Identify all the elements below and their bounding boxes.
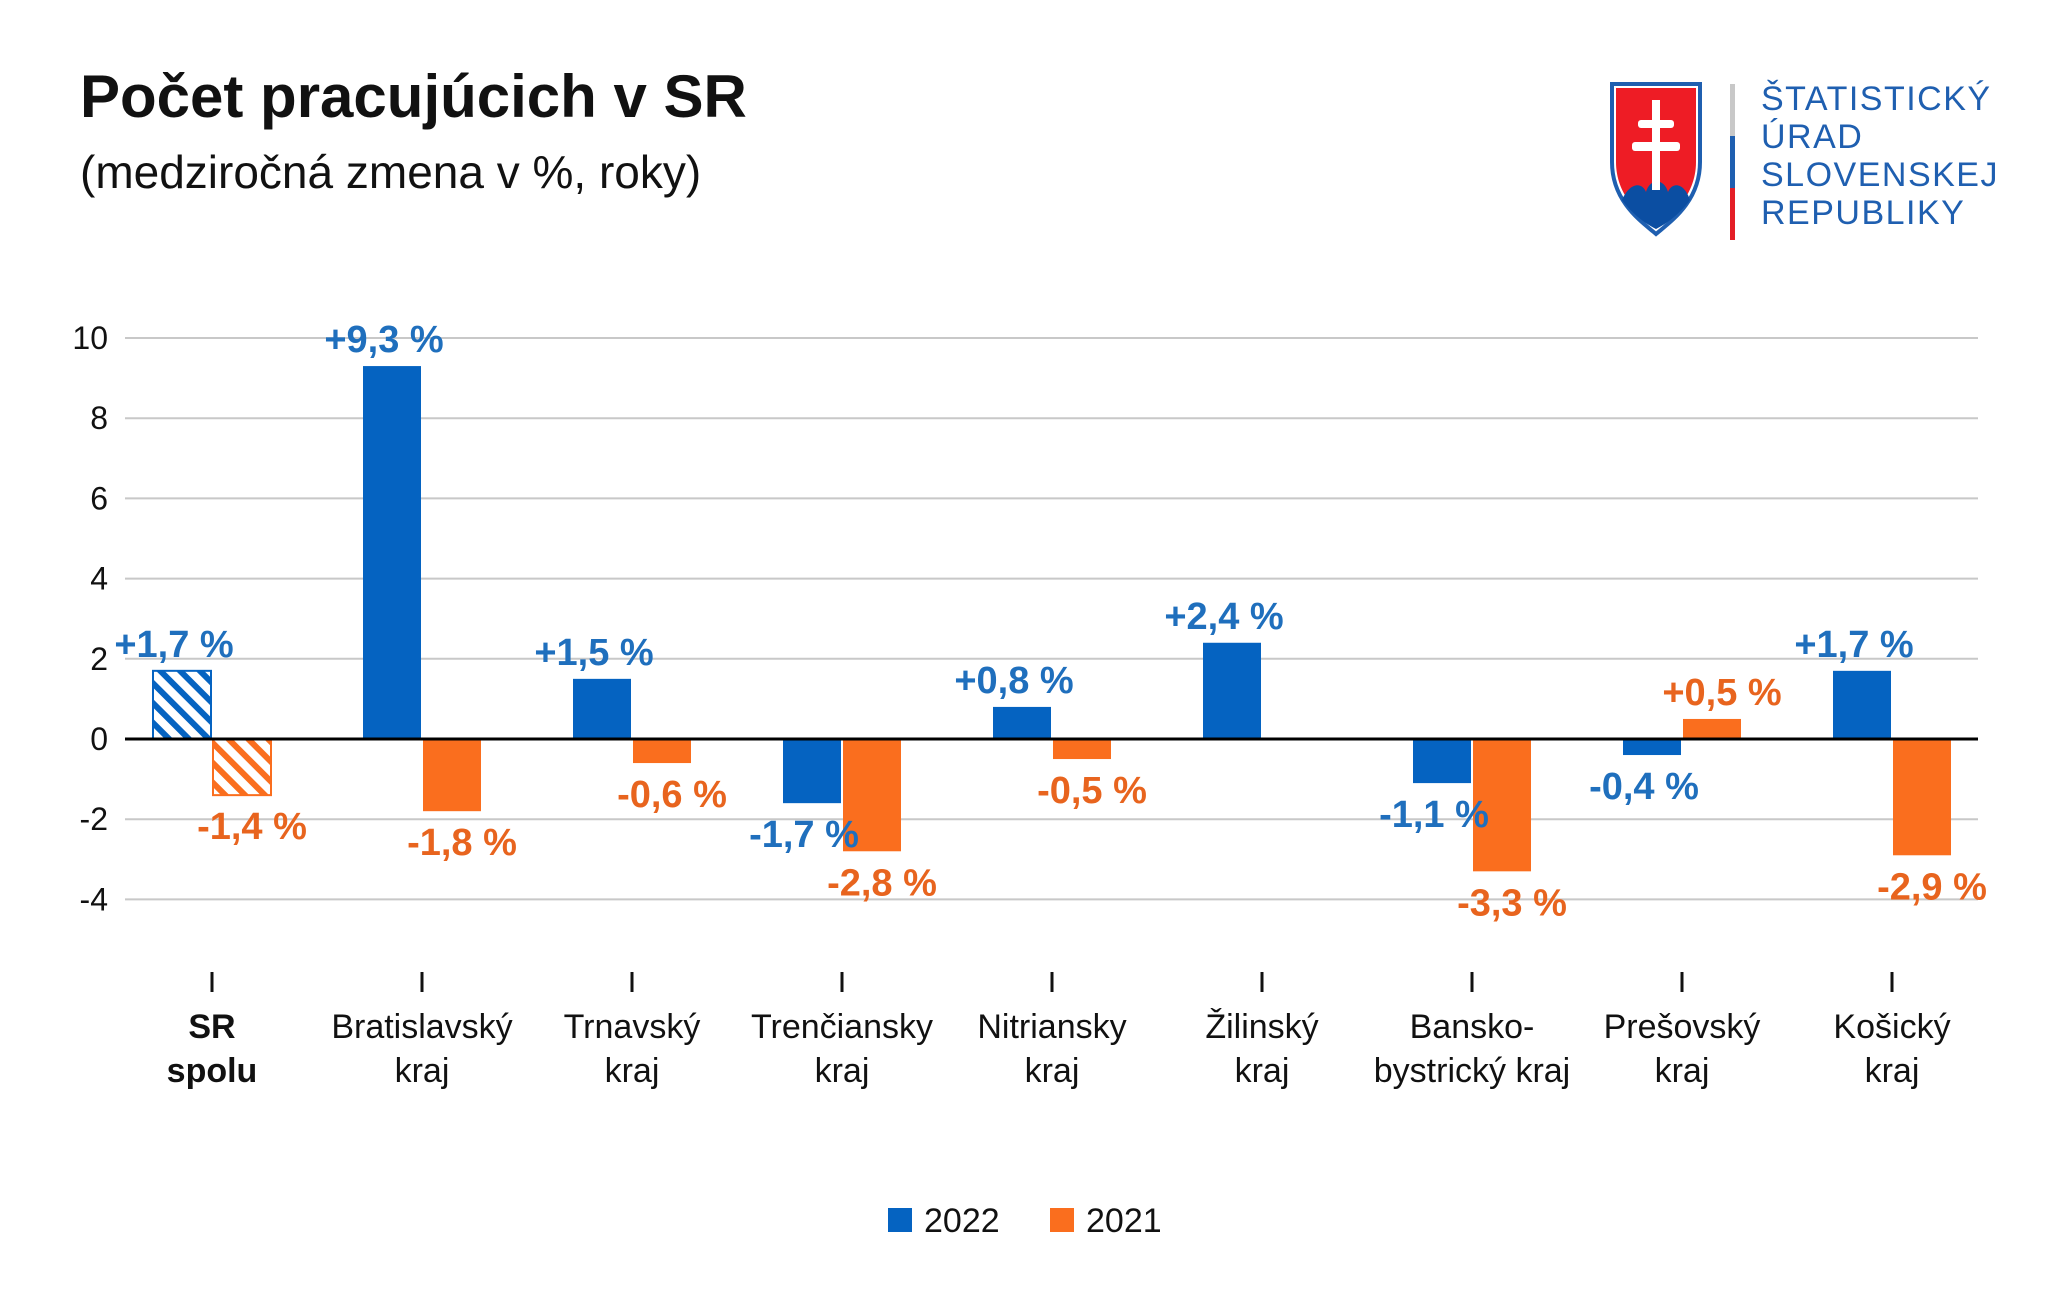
bar-2021: [1683, 718, 1741, 739]
data-label: -1,4 %: [197, 806, 307, 848]
x-category-label: kraj: [605, 1052, 660, 1090]
logo-divider: [1730, 84, 1735, 240]
bar-2022: [1833, 670, 1891, 739]
logo-line: ŠTATISTICKÝ: [1761, 80, 1992, 118]
logo-line: ÚRAD: [1761, 118, 1864, 156]
y-tick-label: 10: [72, 320, 108, 356]
x-category-label: kraj: [1025, 1052, 1080, 1090]
data-label: +1,7 %: [1794, 624, 1913, 666]
data-label: -0,5 %: [1037, 770, 1147, 812]
data-label: +9,3 %: [324, 319, 443, 361]
y-tick-label: 8: [90, 400, 108, 436]
legend-swatch: [888, 1208, 912, 1232]
data-label: +0,8 %: [954, 660, 1073, 702]
bar-2022: [1203, 642, 1261, 739]
x-category-label: spolu: [167, 1052, 258, 1090]
y-tick-label: 2: [90, 641, 108, 677]
x-category-label: kraj: [1865, 1052, 1920, 1090]
data-label: -2,8 %: [827, 862, 937, 904]
chart-title: Počet pracujúcich v SR: [80, 63, 747, 130]
x-category-label: Košický: [1833, 1008, 1950, 1046]
data-label: -0,6 %: [617, 774, 727, 816]
legend-label: 2021: [1086, 1202, 1162, 1240]
x-category-label: bystrický kraj: [1374, 1052, 1570, 1090]
chart-subtitle: (medziročná zmena v %, roky): [80, 146, 702, 198]
y-tick-label: -4: [80, 881, 108, 917]
data-label: +2,4 %: [1164, 596, 1283, 638]
x-category-label: kraj: [1235, 1052, 1290, 1090]
bar-2022: [573, 678, 631, 739]
x-category-label: Prešovský: [1604, 1008, 1761, 1046]
legend-label: 2022: [924, 1202, 1000, 1240]
slovak-coat-of-arms-icon: [1610, 82, 1702, 237]
logo-text: ŠTATISTICKÝ ÚRAD SLOVENSKEJ REPUBLIKY: [1761, 80, 1999, 232]
x-category-label: Žilinský: [1205, 1008, 1318, 1046]
data-label: -3,3 %: [1457, 882, 1567, 924]
bar-2021: [633, 739, 691, 764]
data-label: -2,9 %: [1877, 866, 1987, 908]
bar-2022: [783, 739, 841, 804]
x-category-label: kraj: [1655, 1052, 1710, 1090]
bar-2022: [152, 669, 212, 741]
y-tick-label: -2: [80, 801, 108, 837]
data-label: -0,4 %: [1589, 766, 1699, 808]
data-label: +1,7 %: [114, 624, 233, 666]
data-label: -1,7 %: [749, 814, 859, 856]
bar-2021: [843, 739, 901, 852]
bar-2022: [1413, 739, 1471, 784]
y-tick-label: 6: [90, 480, 108, 516]
y-tick-label: 4: [90, 561, 108, 597]
x-category-label: Bansko-: [1410, 1008, 1535, 1046]
bar-2022: [1623, 739, 1681, 756]
bar-2021: [1893, 739, 1951, 856]
bar-2022: [363, 366, 421, 739]
x-category-label: SR: [188, 1008, 235, 1046]
logo-line: SLOVENSKEJ: [1761, 156, 1999, 194]
bar-2021: [212, 738, 272, 797]
data-label: +0,5 %: [1662, 672, 1781, 714]
x-category-label: Nitriansky: [977, 1008, 1126, 1046]
x-category-label: Trnavský: [564, 1008, 701, 1046]
y-tick-label: 0: [90, 721, 108, 757]
bar-2021: [1473, 739, 1531, 872]
bar-2021: [1053, 739, 1111, 760]
data-label: -1,8 %: [407, 822, 517, 864]
logo-line: REPUBLIKY: [1761, 194, 1966, 232]
data-label: +1,5 %: [534, 632, 653, 674]
bar-2021: [423, 739, 481, 812]
x-category-label: kraj: [815, 1052, 870, 1090]
data-label: -1,1 %: [1379, 794, 1489, 836]
x-category-label: kraj: [395, 1052, 450, 1090]
x-category-label: Trenčiansky: [751, 1008, 933, 1046]
x-category-label: Bratislavský: [331, 1008, 512, 1046]
bar-2022: [993, 706, 1051, 739]
legend-swatch: [1050, 1208, 1074, 1232]
